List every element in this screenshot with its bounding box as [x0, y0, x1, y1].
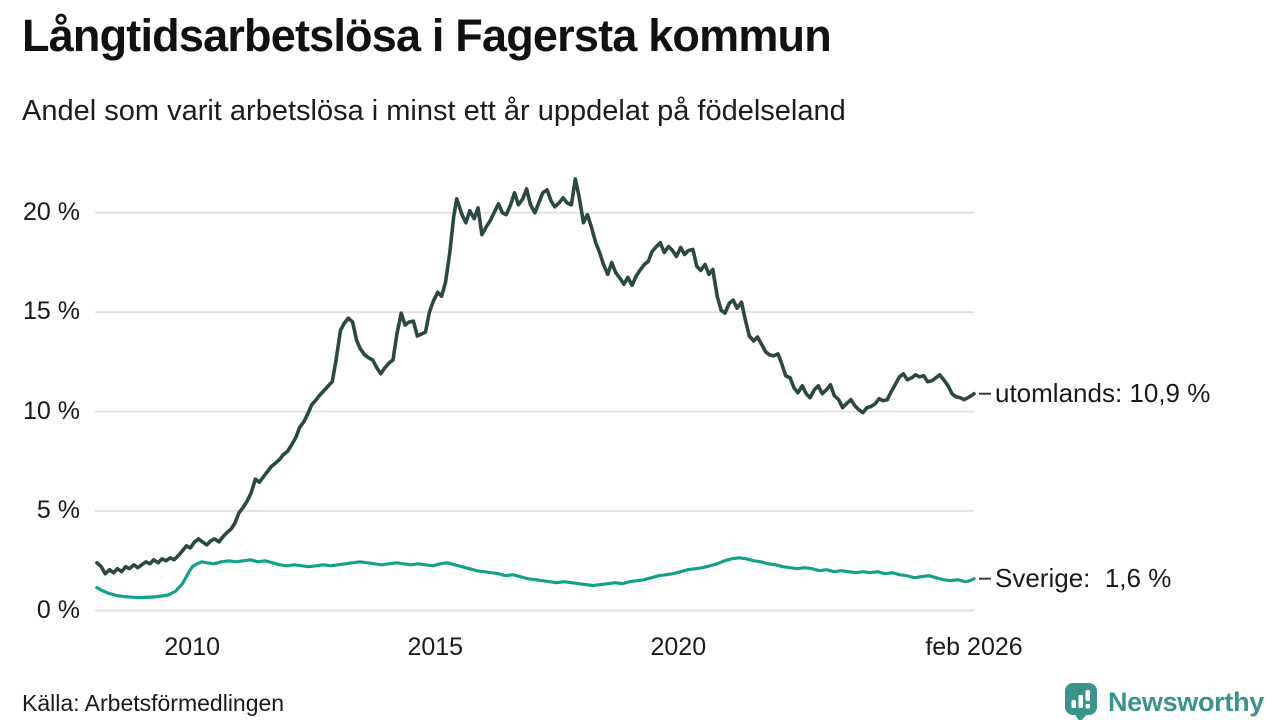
series-line-utomlands — [95, 177, 976, 576]
y-axis-tick-0: 0 % — [36, 595, 80, 624]
source-credit: Källa: Arbetsförmedlingen — [22, 690, 285, 716]
newsworthy-wordmark: Newsworthy — [1107, 687, 1264, 717]
y-axis-tick-10: 10 % — [23, 396, 80, 425]
newsworthy-pin-icon — [1063, 682, 1099, 720]
x-axis-tick-2010: 2010 — [164, 633, 221, 661]
x-axis-tick-2015: 2015 — [407, 633, 464, 661]
newsworthy-logo: Newsworthy — [1063, 682, 1264, 720]
series-label-Sverige: Sverige: 1,6 % — [995, 562, 1172, 593]
page-title: Långtidsarbetslösa i Fagersta kommun — [22, 10, 832, 61]
x-axis-tick-2020: 2020 — [650, 633, 707, 661]
y-axis-tick-20: 20 % — [23, 197, 80, 226]
y-axis-tick-5: 5 % — [36, 496, 80, 525]
series-line-Sverige — [95, 556, 976, 600]
x-axis-tick-feb-2026: feb 2026 — [925, 633, 1023, 661]
y-axis-tick-15: 15 % — [23, 297, 80, 326]
series-label-utomlands: utomlands: 10,9 % — [995, 377, 1211, 408]
page-subtitle: Andel som varit arbetslösa i minst ett å… — [22, 95, 846, 127]
